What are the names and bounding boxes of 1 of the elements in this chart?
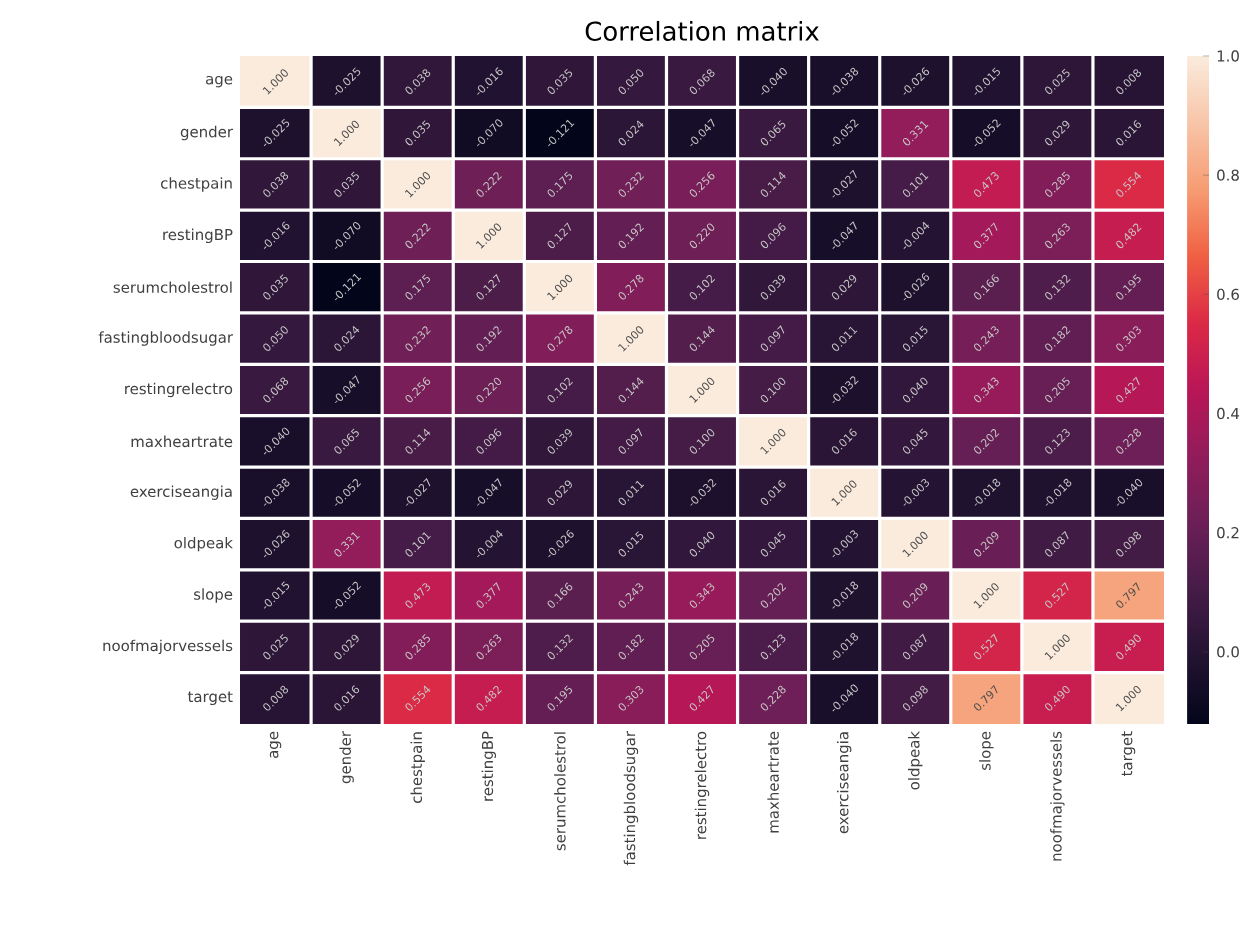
chart-title: Correlation matrix — [585, 20, 819, 41]
